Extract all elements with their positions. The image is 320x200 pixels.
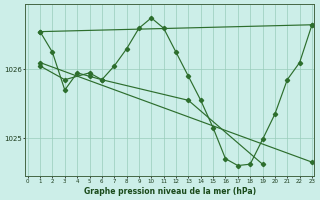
X-axis label: Graphe pression niveau de la mer (hPa): Graphe pression niveau de la mer (hPa) — [84, 187, 256, 196]
